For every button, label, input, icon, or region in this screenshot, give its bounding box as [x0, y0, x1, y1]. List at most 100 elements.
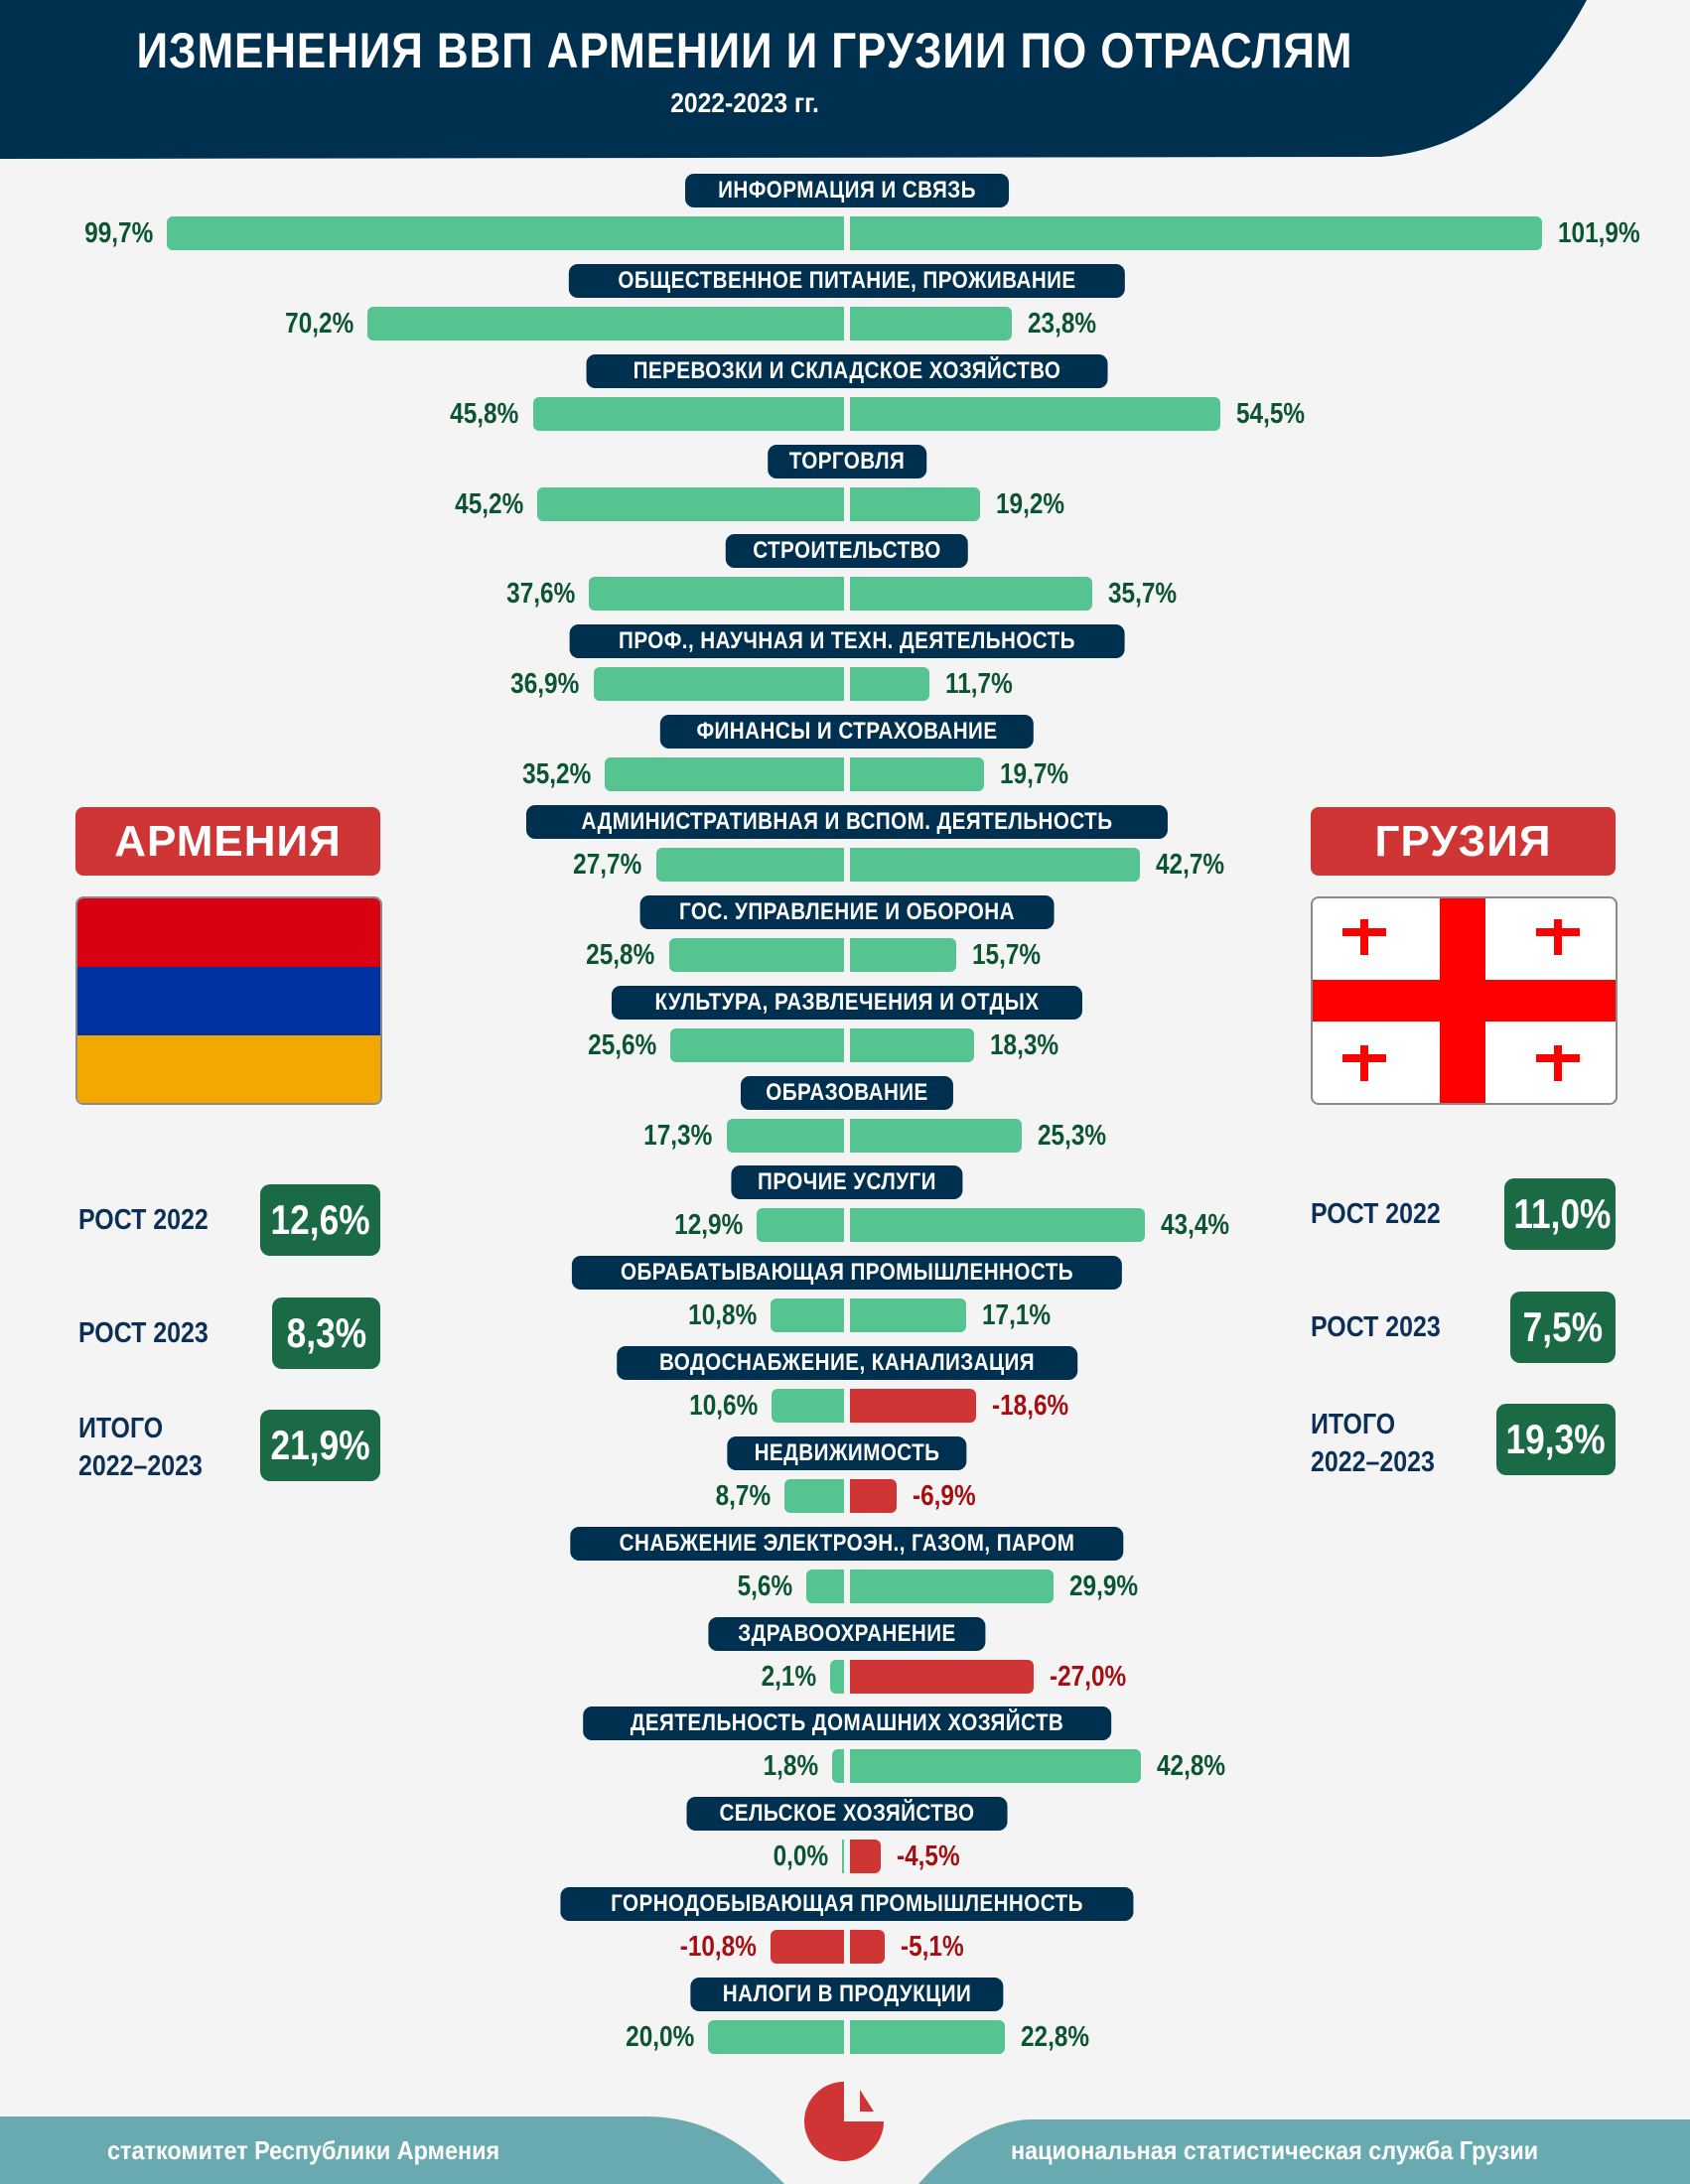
armenia-flag-icon	[75, 896, 382, 1105]
armenia-value-label: 10,8%	[688, 1299, 758, 1331]
category-label: ПЕРЕВОЗКИ И СКЛАДСКОЕ ХОЗЯЙСТВО	[586, 354, 1108, 388]
armenia-bar	[532, 397, 844, 431]
armenia-bar	[726, 1119, 844, 1153]
category-label: СЕЛЬСКОЕ ХОЗЯЙСТВО	[686, 1797, 1008, 1831]
armenia-growth-2022-label: РОСТ 2022	[78, 1204, 209, 1236]
georgia-value-label: 19,7%	[999, 758, 1068, 790]
georgia-total-label: ИТОГО	[1311, 1409, 1396, 1440]
armenia-value-label: 20,0%	[626, 2021, 695, 2053]
georgia-growth-2023-value: 7,5%	[1510, 1292, 1616, 1363]
page-subtitle: 2022-2023 гг.	[670, 87, 819, 118]
armenia-bar	[771, 1930, 844, 1964]
georgia-value-label: 35,7%	[1108, 578, 1178, 610]
georgia-value-label: 101,9%	[1557, 217, 1640, 249]
footer-left-band	[0, 2116, 784, 2184]
georgia-value-label: 11,7%	[945, 668, 1013, 700]
armenia-value-label: 70,2%	[284, 308, 353, 340]
georgia-bar	[850, 757, 984, 791]
georgia-value-label: 42,7%	[1156, 849, 1225, 881]
armenia-growth-2022-value: 12,6%	[260, 1184, 380, 1256]
armenia-total-label: ИТОГО	[78, 1413, 164, 1444]
armenia-value-label: 27,7%	[573, 849, 642, 881]
footer-source-georgia: национальная статистическая служба Грузи…	[1011, 2135, 1539, 2165]
armenia-growth-2023-value: 8,3%	[272, 1297, 380, 1369]
category-label: СТРОИТЕЛЬСТВО	[725, 534, 969, 568]
category-label: ГОРНОДОБЫВАЮЩАЯ ПРОМЫШЛЕННОСТЬ	[560, 1887, 1134, 1921]
armenia-value-label: 0,0%	[773, 1841, 828, 1872]
armenia-value-label: -10,8%	[679, 1931, 758, 1963]
category-label: АДМИНИСТРАТИВНАЯ И ВСПОМ. ДЕЯТЕЛЬНОСТЬ	[525, 805, 1169, 839]
armenia-value-label: 25,6%	[587, 1029, 656, 1061]
georgia-value-label: 19,2%	[996, 488, 1065, 520]
armenia-value-label: 2,1%	[761, 1661, 816, 1693]
georgia-value-label: 17,1%	[981, 1299, 1052, 1331]
armenia-bar	[366, 307, 844, 341]
armenia-bar	[829, 1660, 844, 1694]
georgia-bar	[850, 1749, 1141, 1783]
category-label: ОБРАБАТЫВАЮЩАЯ ПРОМЫШЛЕННОСТЬ	[571, 1256, 1123, 1290]
armenia-value-label: 45,2%	[454, 488, 523, 520]
georgia-bar	[850, 1208, 1145, 1242]
georgia-flag-icon	[1311, 896, 1618, 1105]
armenia-flag-blue-stripe	[77, 967, 380, 1035]
armenia-bar	[605, 757, 844, 791]
armenia-growth-2023-label: РОСТ 2023	[78, 1317, 209, 1349]
category-label: ЗДРАВООХРАНЕНИЕ	[708, 1617, 986, 1651]
georgia-bar	[850, 667, 930, 701]
georgia-bar	[850, 1930, 885, 1964]
footer	[0, 2082, 1690, 2184]
armenia-bar	[805, 1570, 844, 1603]
category-label: ФИНАНСЫ И СТРАХОВАНИЕ	[659, 715, 1035, 749]
armenia-value-label: 8,7%	[715, 1480, 772, 1512]
armenia-flag-red-stripe	[77, 898, 380, 967]
armenia-bar	[756, 1208, 844, 1242]
armenia-bar	[588, 577, 844, 611]
armenia-value-label: 99,7%	[83, 217, 154, 249]
georgia-bar	[850, 1389, 977, 1423]
category-label: ПРОФ., НАУЧНАЯ И ТЕХН. ДЕЯТЕЛЬНОСТЬ	[569, 624, 1125, 658]
georgia-bar	[850, 848, 1141, 882]
georgia-value-label: 54,5%	[1235, 398, 1305, 430]
georgia-value-label: 22,8%	[1020, 2021, 1090, 2053]
armenia-bar	[167, 216, 844, 250]
category-label: ПРОЧИЕ УСЛУГИ	[731, 1165, 963, 1199]
georgia-value-label: 29,9%	[1068, 1570, 1138, 1602]
armenia-value-label: 36,9%	[510, 668, 580, 700]
armenia-total-period: 2022–2023	[78, 1450, 203, 1482]
georgia-value-label: -27,0%	[1049, 1661, 1126, 1693]
armenia-value-label: 45,8%	[450, 398, 519, 430]
georgia-bar	[850, 1298, 966, 1332]
georgia-growth-2022-label: РОСТ 2022	[1311, 1198, 1441, 1230]
georgia-flag-graphic	[1313, 898, 1616, 1103]
armenia-value-label: 25,8%	[586, 939, 655, 971]
georgia-growth-2022-value: 11,0%	[1504, 1178, 1616, 1250]
armenia-bar	[668, 938, 844, 972]
georgia-bar	[850, 487, 981, 521]
armenia-bar	[593, 667, 844, 701]
category-label: ГОС. УПРАВЛЕНИЕ И ОБОРОНА	[639, 895, 1055, 929]
category-label: ДЕЯТЕЛЬНОСТЬ ДОМАШНИХ ХОЗЯЙСТВ	[583, 1706, 1111, 1740]
georgia-bar	[850, 577, 1093, 611]
georgia-bar	[850, 1840, 881, 1873]
armenia-bar	[655, 848, 844, 882]
georgia-bar	[850, 1660, 1034, 1694]
page-title: ИЗМЕНЕНИЯ ВВП АРМЕНИИ И ГРУЗИИ ПО ОТРАСЛ…	[136, 23, 1353, 78]
armenia-bar	[536, 487, 844, 521]
header-background	[0, 0, 1587, 159]
category-label: НЕДВИЖИМОСТЬ	[727, 1436, 967, 1470]
georgia-value-label: 42,8%	[1156, 1750, 1225, 1782]
georgia-value-label: 43,4%	[1160, 1209, 1229, 1241]
georgia-value-label: -6,9%	[913, 1480, 976, 1512]
georgia-value-label: 23,8%	[1027, 308, 1096, 340]
georgia-bar	[850, 397, 1220, 431]
georgia-total-period: 2022–2023	[1311, 1446, 1435, 1478]
armenia-value-label: 37,6%	[505, 578, 575, 610]
georgia-bar	[850, 216, 1542, 250]
category-label: НАЛОГИ В ПРОДУКЦИИ	[690, 1978, 1004, 2011]
georgia-growth-2023-label: РОСТ 2023	[1311, 1311, 1441, 1343]
category-label: ИНФОРМАЦИЯ И СВЯЗЬ	[685, 174, 1009, 207]
georgia-bar	[850, 938, 957, 972]
armenia-total-value: 21,9%	[260, 1410, 380, 1481]
georgia-value-label: 25,3%	[1038, 1120, 1107, 1152]
armenia-bar	[784, 1479, 844, 1513]
